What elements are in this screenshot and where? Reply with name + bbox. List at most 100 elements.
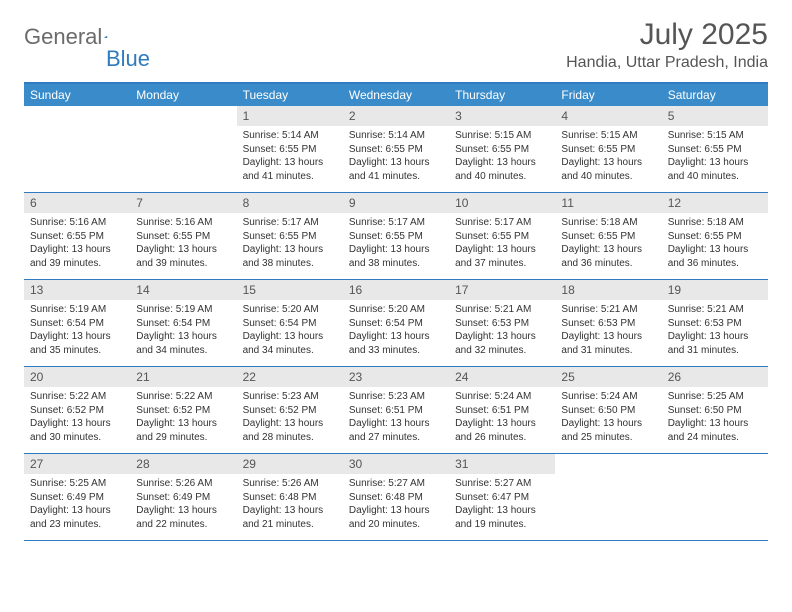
day-cell: [24, 106, 130, 192]
day-body: Sunrise: 5:25 AMSunset: 6:50 PMDaylight:…: [662, 387, 768, 448]
day-number: 20: [24, 367, 130, 387]
day-number: 29: [237, 454, 343, 474]
sunrise-text: Sunrise: 5:20 AM: [243, 303, 337, 317]
sunset-text: Sunset: 6:54 PM: [243, 317, 337, 331]
daylight-text: Daylight: 13 hours and 26 minutes.: [455, 417, 549, 444]
sunrise-text: Sunrise: 5:16 AM: [136, 216, 230, 230]
sunrise-text: Sunrise: 5:25 AM: [30, 477, 124, 491]
daylight-text: Daylight: 13 hours and 33 minutes.: [349, 330, 443, 357]
logo-triangle-icon: [104, 29, 108, 45]
day-number: 16: [343, 280, 449, 300]
day-cell: 12Sunrise: 5:18 AMSunset: 6:55 PMDayligh…: [662, 193, 768, 279]
weekday-sun: Sunday: [24, 84, 130, 106]
daylight-text: Daylight: 13 hours and 36 minutes.: [561, 243, 655, 270]
day-cell: 16Sunrise: 5:20 AMSunset: 6:54 PMDayligh…: [343, 280, 449, 366]
day-body: Sunrise: 5:26 AMSunset: 6:48 PMDaylight:…: [237, 474, 343, 535]
day-body: Sunrise: 5:17 AMSunset: 6:55 PMDaylight:…: [449, 213, 555, 274]
day-cell: 7Sunrise: 5:16 AMSunset: 6:55 PMDaylight…: [130, 193, 236, 279]
day-number: 28: [130, 454, 236, 474]
daylight-text: Daylight: 13 hours and 30 minutes.: [30, 417, 124, 444]
day-cell: 21Sunrise: 5:22 AMSunset: 6:52 PMDayligh…: [130, 367, 236, 453]
day-number: 30: [343, 454, 449, 474]
day-number: 26: [662, 367, 768, 387]
sunset-text: Sunset: 6:47 PM: [455, 491, 549, 505]
week-row: 27Sunrise: 5:25 AMSunset: 6:49 PMDayligh…: [24, 454, 768, 541]
day-cell: 27Sunrise: 5:25 AMSunset: 6:49 PMDayligh…: [24, 454, 130, 540]
day-number: 25: [555, 367, 661, 387]
sunset-text: Sunset: 6:55 PM: [30, 230, 124, 244]
sunrise-text: Sunrise: 5:26 AM: [136, 477, 230, 491]
sunrise-text: Sunrise: 5:21 AM: [561, 303, 655, 317]
sunset-text: Sunset: 6:55 PM: [561, 143, 655, 157]
day-cell: 4Sunrise: 5:15 AMSunset: 6:55 PMDaylight…: [555, 106, 661, 192]
week-row: 20Sunrise: 5:22 AMSunset: 6:52 PMDayligh…: [24, 367, 768, 454]
week-row: 13Sunrise: 5:19 AMSunset: 6:54 PMDayligh…: [24, 280, 768, 367]
daylight-text: Daylight: 13 hours and 34 minutes.: [136, 330, 230, 357]
daylight-text: Daylight: 13 hours and 23 minutes.: [30, 504, 124, 531]
day-body: Sunrise: 5:27 AMSunset: 6:47 PMDaylight:…: [449, 474, 555, 535]
sunrise-text: Sunrise: 5:14 AM: [243, 129, 337, 143]
sunset-text: Sunset: 6:55 PM: [668, 230, 762, 244]
day-number: 9: [343, 193, 449, 213]
sunrise-text: Sunrise: 5:21 AM: [455, 303, 549, 317]
day-cell: 22Sunrise: 5:23 AMSunset: 6:52 PMDayligh…: [237, 367, 343, 453]
day-cell: 17Sunrise: 5:21 AMSunset: 6:53 PMDayligh…: [449, 280, 555, 366]
day-cell: 3Sunrise: 5:15 AMSunset: 6:55 PMDaylight…: [449, 106, 555, 192]
day-number: 3: [449, 106, 555, 126]
weekday-mon: Monday: [130, 84, 236, 106]
sunrise-text: Sunrise: 5:18 AM: [668, 216, 762, 230]
sunset-text: Sunset: 6:55 PM: [349, 230, 443, 244]
day-body: Sunrise: 5:16 AMSunset: 6:55 PMDaylight:…: [24, 213, 130, 274]
day-cell: 25Sunrise: 5:24 AMSunset: 6:50 PMDayligh…: [555, 367, 661, 453]
sunset-text: Sunset: 6:55 PM: [455, 143, 549, 157]
day-body: Sunrise: 5:27 AMSunset: 6:48 PMDaylight:…: [343, 474, 449, 535]
day-number: [24, 106, 130, 110]
sunset-text: Sunset: 6:48 PM: [243, 491, 337, 505]
day-body: Sunrise: 5:21 AMSunset: 6:53 PMDaylight:…: [449, 300, 555, 361]
day-body: Sunrise: 5:23 AMSunset: 6:52 PMDaylight:…: [237, 387, 343, 448]
sunset-text: Sunset: 6:50 PM: [561, 404, 655, 418]
daylight-text: Daylight: 13 hours and 31 minutes.: [561, 330, 655, 357]
day-number: 23: [343, 367, 449, 387]
sunset-text: Sunset: 6:55 PM: [349, 143, 443, 157]
weeks-container: 1Sunrise: 5:14 AMSunset: 6:55 PMDaylight…: [24, 106, 768, 541]
day-body: Sunrise: 5:18 AMSunset: 6:55 PMDaylight:…: [555, 213, 661, 274]
sunrise-text: Sunrise: 5:15 AM: [668, 129, 762, 143]
day-number: 27: [24, 454, 130, 474]
day-body: Sunrise: 5:14 AMSunset: 6:55 PMDaylight:…: [237, 126, 343, 187]
sunrise-text: Sunrise: 5:19 AM: [30, 303, 124, 317]
day-cell: 2Sunrise: 5:14 AMSunset: 6:55 PMDaylight…: [343, 106, 449, 192]
day-number: 11: [555, 193, 661, 213]
daylight-text: Daylight: 13 hours and 22 minutes.: [136, 504, 230, 531]
calendar: Sunday Monday Tuesday Wednesday Thursday…: [24, 82, 768, 541]
daylight-text: Daylight: 13 hours and 37 minutes.: [455, 243, 549, 270]
sunrise-text: Sunrise: 5:20 AM: [349, 303, 443, 317]
daylight-text: Daylight: 13 hours and 31 minutes.: [668, 330, 762, 357]
day-number: 21: [130, 367, 236, 387]
sunrise-text: Sunrise: 5:15 AM: [561, 129, 655, 143]
daylight-text: Daylight: 13 hours and 27 minutes.: [349, 417, 443, 444]
day-body: Sunrise: 5:25 AMSunset: 6:49 PMDaylight:…: [24, 474, 130, 535]
day-body: Sunrise: 5:21 AMSunset: 6:53 PMDaylight:…: [662, 300, 768, 361]
day-cell: 15Sunrise: 5:20 AMSunset: 6:54 PMDayligh…: [237, 280, 343, 366]
weekday-tue: Tuesday: [237, 84, 343, 106]
sunset-text: Sunset: 6:54 PM: [136, 317, 230, 331]
sunrise-text: Sunrise: 5:23 AM: [243, 390, 337, 404]
sunset-text: Sunset: 6:49 PM: [30, 491, 124, 505]
week-row: 6Sunrise: 5:16 AMSunset: 6:55 PMDaylight…: [24, 193, 768, 280]
daylight-text: Daylight: 13 hours and 34 minutes.: [243, 330, 337, 357]
day-number: 18: [555, 280, 661, 300]
sunrise-text: Sunrise: 5:17 AM: [349, 216, 443, 230]
day-number: 2: [343, 106, 449, 126]
day-cell: 24Sunrise: 5:24 AMSunset: 6:51 PMDayligh…: [449, 367, 555, 453]
day-body: Sunrise: 5:15 AMSunset: 6:55 PMDaylight:…: [662, 126, 768, 187]
day-cell: [662, 454, 768, 540]
day-cell: 1Sunrise: 5:14 AMSunset: 6:55 PMDaylight…: [237, 106, 343, 192]
sunset-text: Sunset: 6:53 PM: [455, 317, 549, 331]
daylight-text: Daylight: 13 hours and 24 minutes.: [668, 417, 762, 444]
day-cell: 18Sunrise: 5:21 AMSunset: 6:53 PMDayligh…: [555, 280, 661, 366]
daylight-text: Daylight: 13 hours and 41 minutes.: [349, 156, 443, 183]
day-cell: 28Sunrise: 5:26 AMSunset: 6:49 PMDayligh…: [130, 454, 236, 540]
day-body: Sunrise: 5:24 AMSunset: 6:51 PMDaylight:…: [449, 387, 555, 448]
day-body: Sunrise: 5:19 AMSunset: 6:54 PMDaylight:…: [130, 300, 236, 361]
